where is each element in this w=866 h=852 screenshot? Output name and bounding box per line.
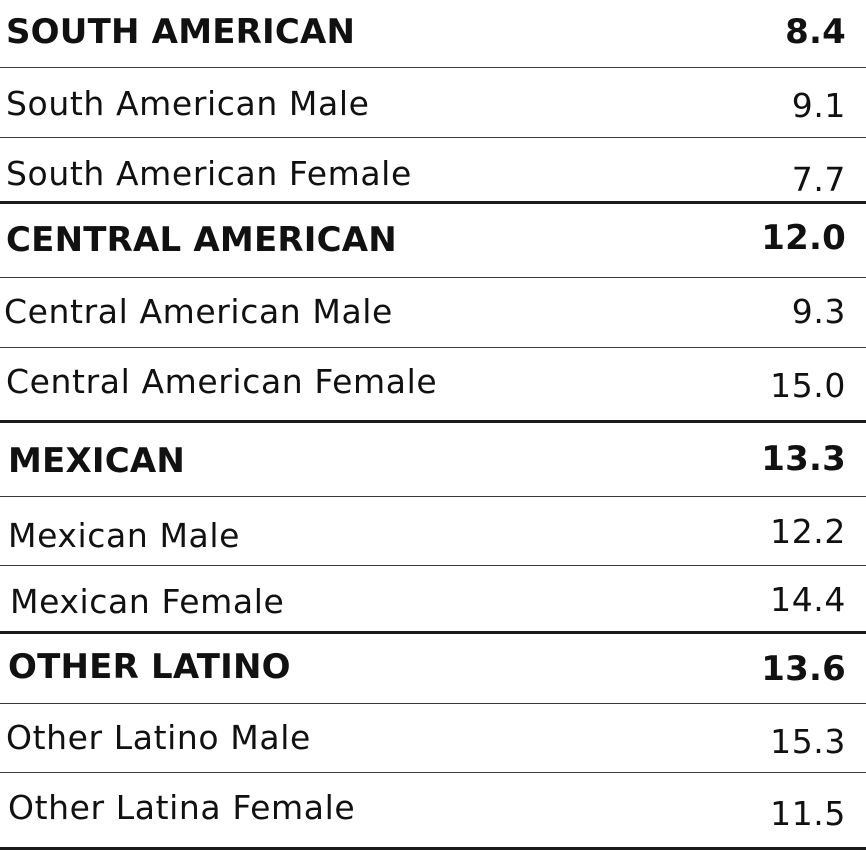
table-row: Mexican Female 14.4	[0, 578, 866, 628]
group-divider	[0, 847, 866, 850]
group-value: 13.3	[761, 439, 846, 479]
row-value: 14.4	[770, 580, 846, 619]
row-value: 15.3	[770, 722, 846, 761]
group-header-mexican: MEXICAN 13.3	[0, 437, 866, 487]
row-value: 7.7	[791, 160, 846, 199]
group-value: 8.4	[785, 12, 846, 52]
table-row: Mexican Male 12.2	[0, 510, 866, 560]
group-header-south-american: SOUTH AMERICAN 8.4	[0, 8, 866, 58]
group-divider	[0, 631, 866, 634]
row-divider	[0, 772, 866, 773]
row-divider	[0, 496, 866, 497]
row-label: Mexican Male	[8, 516, 241, 555]
group-header-central-american: CENTRAL AMERICAN 12.0	[0, 218, 866, 268]
table-row: South American Male 9.1	[0, 80, 866, 130]
row-value: 12.2	[770, 512, 846, 551]
table-row: Other Latina Female 11.5	[0, 786, 866, 836]
row-divider	[0, 347, 866, 348]
group-divider	[0, 420, 866, 423]
group-name: CENTRAL AMERICAN	[6, 220, 397, 260]
row-value: 15.0	[770, 366, 846, 405]
table-row: South American Female 7.7	[0, 150, 866, 200]
row-value: 11.5	[770, 794, 846, 833]
group-name: SOUTH AMERICAN	[6, 12, 356, 52]
group-divider	[0, 201, 866, 204]
group-value: 13.6	[761, 649, 846, 689]
row-label: Other Latina Female	[8, 788, 356, 827]
group-header-other-latino: OTHER LATINO 13.6	[0, 645, 866, 695]
row-divider	[0, 67, 866, 68]
row-value: 9.1	[791, 86, 846, 125]
row-divider	[0, 703, 866, 704]
group-name: OTHER LATINO	[8, 647, 291, 687]
row-divider	[0, 137, 866, 138]
table-row: Central American Female 15.0	[0, 360, 866, 410]
row-divider	[0, 565, 866, 566]
row-value: 9.3	[791, 292, 846, 331]
row-divider	[0, 277, 866, 278]
row-label: South American Male	[6, 84, 370, 123]
row-label: Central American Female	[6, 362, 438, 401]
row-label: Central American Male	[4, 292, 393, 331]
table-row: Central American Male 9.3	[0, 290, 866, 340]
row-label: Other Latino Male	[6, 718, 311, 757]
group-name: MEXICAN	[8, 441, 186, 481]
group-value: 12.0	[761, 218, 846, 258]
table-row: Other Latino Male 15.3	[0, 716, 866, 766]
row-label: South American Female	[6, 154, 412, 193]
row-label: Mexican Female	[10, 582, 285, 621]
